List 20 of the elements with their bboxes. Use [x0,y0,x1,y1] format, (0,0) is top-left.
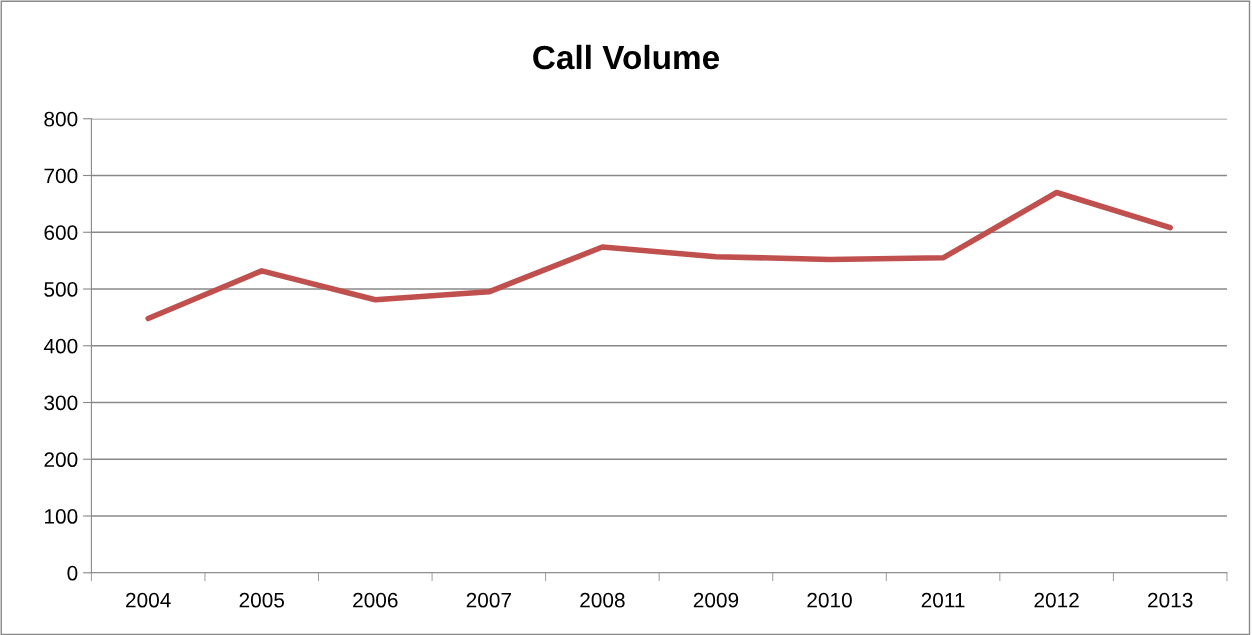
y-tick-label: 200 [44,452,78,468]
x-tick-label: 2010 [807,592,852,608]
x-tick-label: 2011 [921,592,965,608]
y-tick-label: 600 [44,225,78,241]
x-tick-label: 2005 [239,592,285,608]
y-tick-label: 0 [67,565,78,581]
chart-title: Call Volume [533,44,720,70]
x-tick-label: 2006 [353,592,398,608]
y-tick-label: 800 [44,111,78,127]
y-tick-label: 300 [44,395,78,411]
y-tick-label: 500 [44,282,78,297]
x-tick-label: 2007 [466,592,511,608]
y-tick-label: 100 [45,509,78,524]
x-tick-label: 2012 [1034,592,1079,608]
x-tick-label: 2009 [693,592,739,608]
x-tick-label: 2008 [580,592,625,608]
x-tick-label: 2004 [126,592,171,608]
y-tick-label: 700 [44,168,78,184]
x-tick-label: 2013 [1148,592,1193,608]
y-tick-label: 400 [43,338,78,354]
